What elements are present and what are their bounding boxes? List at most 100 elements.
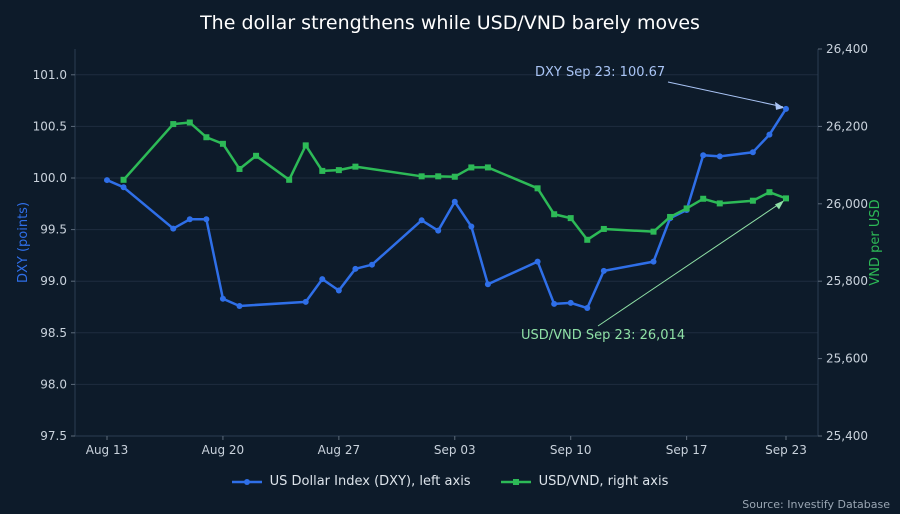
vnd-point-27 xyxy=(749,197,756,204)
vnd-point-19 xyxy=(567,215,574,222)
xtick-label-0: Aug 13 xyxy=(86,443,129,457)
annotation-vnd-arrowhead xyxy=(775,200,784,210)
dxy-point-20 xyxy=(584,305,591,312)
dxy-point-29 xyxy=(783,105,789,112)
vnd-point-26 xyxy=(716,200,723,207)
dxy-point-1 xyxy=(120,184,127,191)
chart-title: The dollar strengthens while USD/VND bar… xyxy=(200,12,700,34)
dxy-point-22 xyxy=(650,258,657,265)
legend-label-dxy: US Dollar Index (DXY), left axis xyxy=(269,474,471,489)
vnd-point-29 xyxy=(783,195,789,202)
vnd-point-3 xyxy=(203,134,210,141)
xtick-label-6: Sep 23 xyxy=(765,443,807,457)
dxy-point-13 xyxy=(435,227,442,234)
dxy-point-4 xyxy=(203,216,210,223)
dxy-point-2 xyxy=(170,225,177,232)
vnd-point-0 xyxy=(120,176,127,183)
series-line-dxy xyxy=(106,108,788,310)
ytick-label-right-4: 26,200 xyxy=(826,119,868,133)
vnd-point-12 xyxy=(418,173,425,180)
dxy-point-14 xyxy=(451,198,458,205)
annotation-dxy-label: DXY Sep 23: 100.67 xyxy=(535,65,665,80)
vnd-point-8 xyxy=(302,142,309,149)
ytick-label-right-0: 25,400 xyxy=(826,429,868,443)
legend-swatch-vnd xyxy=(500,478,531,485)
ytick-label-right-5: 26,400 xyxy=(826,42,868,56)
dxy-point-11 xyxy=(368,261,375,268)
ytick-label-left-3: 99.0 xyxy=(40,274,67,288)
dxy-point-21 xyxy=(600,267,607,274)
y-axis-right-title: VND per USD xyxy=(868,199,883,285)
vnd-point-14 xyxy=(451,173,458,180)
dxy-point-7 xyxy=(302,298,309,305)
dxy-point-16 xyxy=(484,281,491,288)
vnd-point-7 xyxy=(286,176,293,183)
legend-item-dxy[interactable]: US Dollar Index (DXY), left axis xyxy=(231,474,471,489)
dxy-point-19 xyxy=(567,299,574,306)
legend-item-vnd[interactable]: USD/VND, right axis xyxy=(500,474,669,489)
ytick-label-right-3: 26,000 xyxy=(826,197,868,211)
ytick-label-left-4: 99.5 xyxy=(40,223,67,237)
source-note: Source: Investify Database xyxy=(742,498,890,511)
ytick-label-left-2: 98.5 xyxy=(40,326,67,340)
ytick-label-left-5: 100.0 xyxy=(33,171,67,185)
vnd-point-2 xyxy=(186,119,193,126)
ytick-label-left-6: 100.5 xyxy=(33,119,67,133)
xtick-label-1: Aug 20 xyxy=(202,443,245,457)
annotation-dxy-arrow xyxy=(667,81,784,108)
xtick-label-2: Aug 27 xyxy=(318,443,361,457)
annotation-vnd-arrow xyxy=(597,200,784,327)
dxy-point-10 xyxy=(352,265,359,272)
ytick-label-left-1: 98.0 xyxy=(40,377,67,391)
dxy-point-12 xyxy=(418,217,425,224)
xtick-label-3: Sep 03 xyxy=(434,443,476,457)
legend-swatch-dxy xyxy=(231,478,262,485)
vnd-point-9 xyxy=(319,167,326,174)
chart-legend: US Dollar Index (DXY), left axis USD/VND… xyxy=(0,474,900,489)
vnd-point-11 xyxy=(352,163,359,170)
y-axis-left-title: DXY (points) xyxy=(16,202,31,283)
annotation-dxy-arrowhead xyxy=(775,101,784,110)
ytick-label-left-7: 101.0 xyxy=(33,68,67,82)
dxy-point-17 xyxy=(534,258,541,265)
dxy-point-3 xyxy=(186,216,193,223)
dxy-point-9 xyxy=(335,287,342,294)
vnd-point-1 xyxy=(170,121,177,128)
dxy-point-15 xyxy=(468,223,475,230)
dxy-point-25 xyxy=(700,152,707,159)
dxy-point-26 xyxy=(716,153,723,160)
vnd-point-23 xyxy=(667,213,674,220)
annotation-vnd-label: USD/VND Sep 23: 26,014 xyxy=(521,328,685,343)
vnd-point-6 xyxy=(253,152,260,159)
dxy-point-8 xyxy=(319,276,326,283)
ytick-label-right-1: 25,600 xyxy=(826,352,868,366)
vnd-point-22 xyxy=(650,228,657,235)
vnd-point-28 xyxy=(766,189,773,196)
vnd-point-10 xyxy=(335,167,342,174)
ytick-label-left-0: 97.5 xyxy=(40,429,67,443)
series-line-vnd xyxy=(122,121,787,242)
vnd-point-13 xyxy=(435,173,442,180)
dxy-point-6 xyxy=(236,302,243,309)
dxy-point-5 xyxy=(219,295,226,302)
vnd-point-16 xyxy=(484,164,491,171)
vnd-point-25 xyxy=(700,195,707,202)
dxy-point-0 xyxy=(104,177,110,184)
dxy-point-18 xyxy=(551,300,558,307)
dxy-point-27 xyxy=(749,149,756,156)
vnd-point-5 xyxy=(236,165,243,172)
vnd-point-24 xyxy=(683,205,690,212)
vnd-point-21 xyxy=(600,225,607,232)
xtick-label-4: Sep 10 xyxy=(550,443,592,457)
vnd-point-18 xyxy=(551,211,558,218)
vnd-point-15 xyxy=(468,164,475,171)
ytick-label-right-2: 25,800 xyxy=(826,274,868,288)
vnd-point-4 xyxy=(219,140,226,147)
xtick-label-5: Sep 17 xyxy=(666,443,708,457)
legend-label-vnd: USD/VND, right axis xyxy=(538,474,669,489)
vnd-point-17 xyxy=(534,185,541,192)
vnd-point-20 xyxy=(584,236,591,243)
dxy-point-28 xyxy=(766,131,773,138)
